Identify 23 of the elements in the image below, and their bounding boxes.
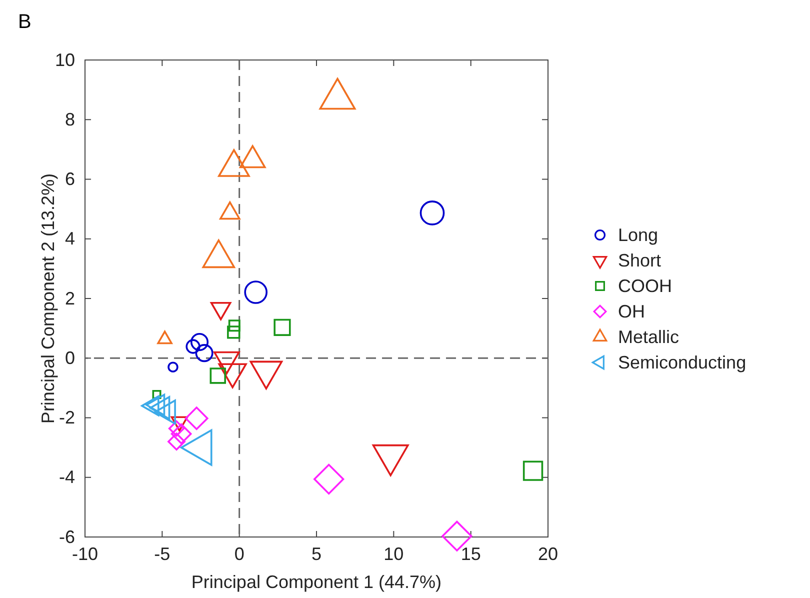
y-tick-label: -2 [58, 408, 75, 428]
x-tick-label: 20 [538, 544, 558, 564]
y-tick-label: 2 [64, 288, 75, 308]
x-tick-label: -5 [154, 544, 170, 564]
legend-label: COOH [618, 276, 672, 296]
x-axis-title: Principal Component 1 (44.7%) [191, 572, 442, 592]
y-tick-label: 4 [64, 228, 75, 249]
y-tick-label: -4 [58, 467, 75, 488]
legend-label: Long [618, 225, 658, 245]
legend-label: Semiconducting [618, 352, 746, 372]
y-axis-title: Principal Component 2 (13.2%) [38, 173, 58, 424]
x-tick-label: 0 [234, 544, 244, 564]
chart-title: B [18, 11, 32, 33]
y-tick-label: 0 [64, 348, 75, 368]
legend-label: OH [618, 302, 645, 322]
x-tick-label: 10 [384, 544, 404, 564]
x-tick-label: 5 [311, 544, 322, 564]
y-tick-label: 10 [54, 50, 75, 70]
y-tick-label: 6 [64, 169, 75, 190]
y-tick-label: 8 [64, 109, 75, 130]
legend-label: Short [618, 250, 662, 270]
legend-label: Metallic [618, 327, 680, 347]
x-tick-label: 15 [460, 544, 481, 564]
